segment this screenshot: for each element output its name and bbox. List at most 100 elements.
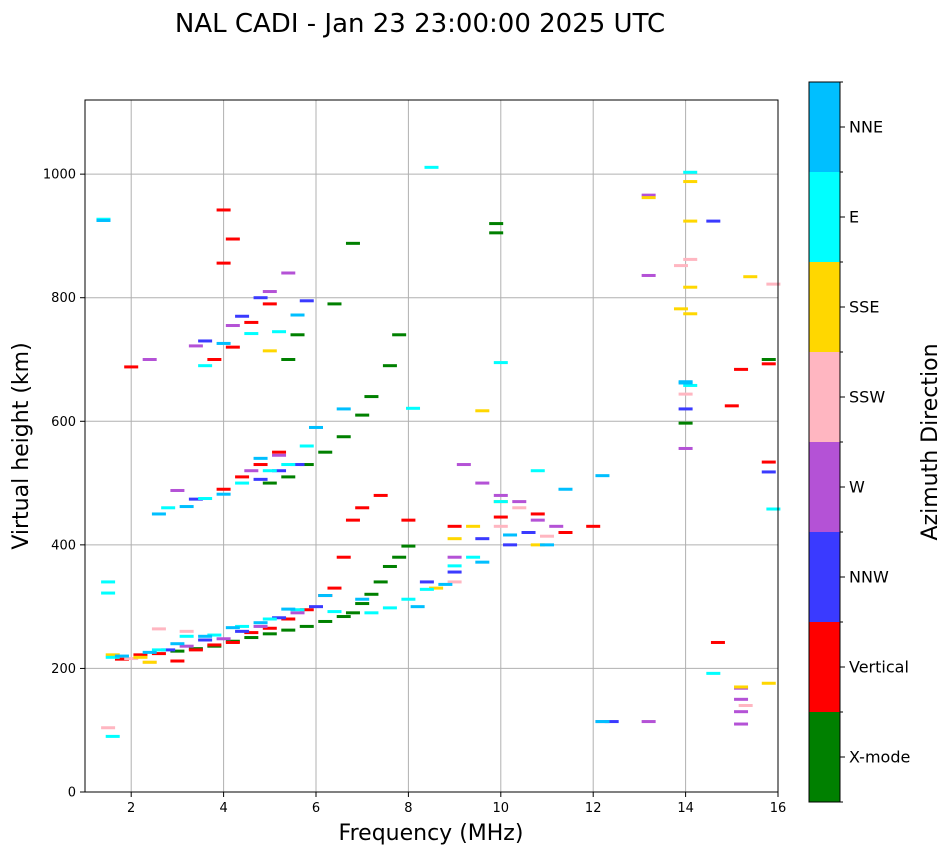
echo-mark	[761, 460, 776, 464]
echo-mark	[382, 364, 397, 368]
echo-mark	[493, 493, 508, 497]
echo-mark	[493, 361, 508, 365]
x-tick-label: 10	[493, 801, 510, 816]
echo-mark	[216, 637, 231, 641]
echo-mark	[318, 619, 333, 623]
echo-mark	[309, 425, 323, 429]
echo-mark	[683, 383, 698, 387]
echo-mark	[336, 615, 351, 619]
echo-mark	[493, 500, 508, 504]
echo-mark	[124, 657, 139, 661]
echo-mark	[364, 395, 379, 399]
echo-mark	[170, 642, 185, 646]
echo-mark	[101, 591, 116, 595]
echo-mark	[447, 570, 462, 574]
echo-mark	[262, 302, 277, 306]
x-tick-label: 14	[677, 801, 694, 816]
echo-mark	[447, 537, 462, 541]
echo-mark	[225, 324, 240, 328]
echo-mark	[512, 500, 527, 504]
echo-mark	[604, 720, 619, 724]
colorbar-segment	[809, 712, 840, 802]
echo-mark	[216, 492, 231, 496]
echo-mark	[198, 638, 213, 642]
echo-mark	[318, 594, 333, 598]
echo-mark	[318, 450, 333, 454]
echo-mark	[151, 627, 166, 631]
echo-mark	[262, 290, 277, 294]
colorbar-segment	[809, 352, 840, 442]
echo-mark	[641, 720, 656, 724]
echo-mark	[290, 463, 305, 467]
echo-mark	[225, 626, 240, 630]
echo-mark	[272, 453, 287, 457]
colorbar-segment	[809, 82, 840, 172]
echo-mark	[114, 654, 129, 658]
y-tick-label: 800	[51, 291, 76, 306]
echo-mark	[345, 611, 360, 615]
echo-mark	[336, 407, 351, 411]
echo-mark	[179, 644, 194, 648]
echo-mark	[530, 512, 545, 516]
echo-mark	[466, 555, 481, 559]
echo-mark	[761, 362, 776, 366]
echo-mark	[188, 648, 203, 652]
colorbar-segment	[809, 622, 840, 712]
echo-mark	[734, 722, 749, 726]
echo-mark	[738, 704, 753, 707]
y-tick-label: 1000	[43, 168, 76, 183]
echo-mark	[235, 475, 250, 479]
colorbar-segment	[809, 532, 840, 622]
echo-mark	[355, 413, 370, 417]
x-tick-label: 16	[770, 801, 787, 816]
echo-mark	[253, 624, 268, 628]
echo-mark	[161, 648, 176, 652]
echo-mark	[410, 605, 425, 609]
echo-mark	[101, 726, 116, 730]
axis-ticks: 2 4 6 8 10 12 14 16 0 200 400 600 800 1000	[43, 168, 786, 816]
echo-mark	[290, 333, 305, 337]
colorbar-label: SSE	[849, 298, 879, 317]
echo-mark	[678, 446, 693, 450]
echo-mark	[244, 332, 259, 336]
echo-mark	[198, 634, 213, 638]
y-tick-label: 400	[51, 538, 76, 553]
colorbar-segment	[809, 442, 840, 532]
echo-mark	[281, 463, 296, 467]
echo-mark	[512, 506, 527, 510]
colorbar-segment	[809, 262, 840, 352]
echo-mark	[235, 481, 250, 485]
colorbar-label: W	[849, 478, 865, 497]
echo-mark	[678, 421, 693, 425]
echo-mark	[133, 653, 148, 657]
echo-mark	[198, 364, 213, 368]
echo-mark	[382, 606, 397, 610]
echo-mark	[345, 241, 360, 245]
echo-mark	[734, 367, 749, 371]
echo-mark	[105, 734, 120, 738]
echo-mark	[262, 632, 277, 636]
echo-mark	[105, 653, 120, 657]
echo-mark	[540, 534, 554, 538]
echo-mark	[124, 365, 139, 369]
echo-mark	[761, 681, 776, 685]
echo-mark	[170, 488, 185, 492]
echo-mark	[355, 602, 370, 606]
echo-mark	[198, 339, 213, 343]
echo-mark	[272, 450, 287, 454]
echo-mark	[244, 631, 259, 635]
colorbar-segment	[809, 172, 840, 262]
echo-mark	[161, 506, 176, 510]
echo-mark	[142, 650, 157, 654]
echo-mark	[262, 481, 277, 485]
echo-mark	[179, 505, 194, 509]
echo-mark	[595, 474, 610, 478]
echo-mark	[299, 608, 314, 612]
colorbar-label: Vertical	[849, 658, 909, 677]
x-axis-label: Frequency (MHz)	[339, 821, 524, 846]
echo-mark	[170, 659, 185, 663]
echo-mark	[281, 607, 296, 611]
echo-mark	[290, 608, 305, 612]
echo-mark	[151, 512, 166, 516]
